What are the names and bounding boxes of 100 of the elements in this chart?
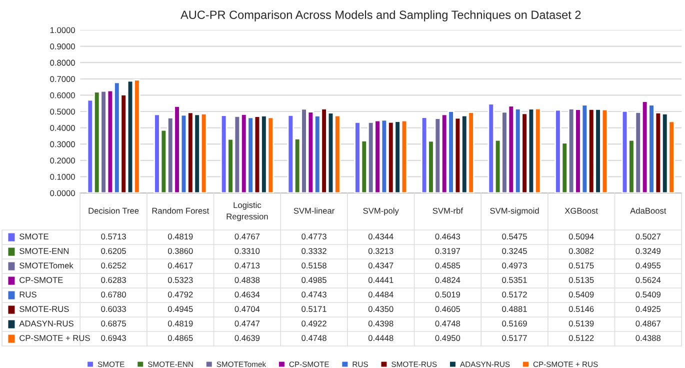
- data-label: 0.5169: [502, 320, 527, 326]
- legend-label: SMOTE-RUS: [20, 306, 69, 312]
- x-tick-label: SVM-linear: [294, 208, 335, 214]
- y-tick-label: 0.3000: [50, 141, 75, 148]
- data-label: 0.4713: [234, 262, 260, 268]
- data-label: 0.4448: [368, 335, 394, 341]
- data-label: 0.6205: [101, 248, 126, 254]
- legend-label: SMOTETomek: [20, 262, 74, 268]
- data-label: 0.4634: [234, 292, 260, 298]
- data-label: 0.4704: [234, 306, 260, 312]
- data-label: 0.4585: [435, 262, 460, 268]
- data-label: 0.5351: [502, 277, 527, 283]
- y-tick-label: 0.7000: [50, 76, 75, 82]
- data-label: 0.4950: [435, 335, 460, 341]
- data-label: 0.5139: [568, 320, 594, 326]
- y-tick-label: 0.5000: [50, 108, 75, 115]
- legend-label: SMOTE-ENN: [20, 248, 68, 254]
- data-label: 0.5171: [302, 306, 326, 312]
- x-tick-label: SVM-sigmoid: [490, 208, 539, 216]
- data-label: 0.4484: [368, 292, 394, 298]
- data-label: 0.3082: [568, 248, 594, 254]
- data-label: 0.4347: [368, 262, 394, 268]
- data-label: 0.5713: [101, 234, 126, 240]
- data-label: 0.5027: [636, 234, 660, 240]
- legend-label: CP-SMOTE + RUS: [20, 335, 90, 341]
- data-label: 0.5172: [502, 292, 527, 298]
- data-label: 0.4922: [302, 320, 326, 326]
- data-label: 0.4767: [234, 234, 260, 240]
- y-tick-label: 0.6000: [50, 92, 75, 98]
- data-label: 0.4985: [302, 277, 326, 283]
- data-label: 0.3310: [234, 248, 260, 254]
- legend-label: RUS: [20, 292, 36, 298]
- data-label: 0.4925: [636, 306, 661, 312]
- y-tick-label: 0.2000: [50, 158, 75, 164]
- x-tick-label: XGBoost: [564, 208, 598, 214]
- data-label: 0.6875: [101, 320, 126, 326]
- data-label: 0.5323: [168, 277, 193, 283]
- data-label: 0.4819: [168, 320, 193, 326]
- legend-label: CP-SMOTE: [20, 277, 63, 283]
- data-label: 0.4819: [168, 234, 193, 240]
- chart-title: AUC-PR Comparison Across Models and Sampling Techniques on Dataset 2: [180, 10, 581, 22]
- legend-label: ADASYN-RUS: [19, 320, 74, 326]
- x-tick-label: AdaBoost: [630, 208, 666, 214]
- data-label: 0.5122: [568, 335, 594, 341]
- data-label: 0.5475: [502, 234, 527, 240]
- data-label: 0.4344: [368, 234, 394, 240]
- data-label: 0.5177: [502, 335, 527, 341]
- data-label: 0.3197: [435, 248, 460, 254]
- data-label: 0.4838: [234, 277, 260, 283]
- data-label: 0.3213: [368, 248, 394, 254]
- data-label: 0.4881: [502, 306, 527, 312]
- data-label: 0.4398: [368, 320, 394, 326]
- data-label: 0.5624: [636, 277, 661, 283]
- data-label: 0.6283: [101, 277, 126, 283]
- x-tick-label: SVM-poly: [363, 208, 399, 216]
- data-label: 0.6033: [101, 306, 126, 312]
- data-label: 0.6780: [101, 292, 126, 298]
- data-label: 0.4748: [302, 335, 326, 341]
- data-label: 0.3249: [636, 248, 661, 254]
- data-label: 0.4605: [435, 306, 460, 312]
- y-tick-label: 0.8000: [50, 60, 75, 66]
- data-label: 0.5135: [568, 277, 594, 283]
- data-label: 0.4748: [435, 320, 460, 326]
- data-label: 0.4643: [435, 234, 460, 240]
- legend-label: SMOTE: [20, 234, 48, 240]
- y-tick-label: 1.0000: [50, 27, 75, 34]
- data-label: 0.3332: [302, 248, 326, 254]
- data-label: 0.6252: [101, 262, 126, 268]
- data-label: 0.4388: [636, 335, 661, 341]
- data-label: 0.6943: [101, 335, 126, 341]
- data-label: 0.4350: [368, 306, 394, 312]
- y-tick-label: 0.9000: [50, 44, 75, 50]
- data-label: 0.4441: [368, 277, 394, 283]
- data-label: 0.4824: [435, 277, 460, 283]
- data-label: 0.4945: [168, 306, 193, 312]
- data-label: 0.4865: [168, 335, 193, 341]
- data-label: 0.5175: [568, 262, 594, 268]
- y-tick-label: 0.4000: [50, 125, 75, 131]
- x-tick-label: SVM-rbf: [432, 208, 463, 214]
- data-label: 0.4617: [168, 262, 193, 268]
- data-label: 0.4973: [502, 262, 527, 268]
- data-label: 0.4792: [168, 292, 193, 298]
- data-label: 0.5158: [302, 262, 326, 268]
- data-label: 0.5146: [568, 306, 594, 312]
- data-label: 0.5019: [435, 292, 460, 298]
- data-label: 0.4955: [636, 262, 661, 268]
- data-label: 0.4867: [636, 320, 660, 326]
- data-label: 0.3860: [168, 248, 193, 254]
- y-tick-label: 0.1000: [50, 174, 75, 180]
- data-label: 0.4639: [234, 335, 260, 341]
- data-label: 0.4773: [302, 234, 326, 240]
- data-label: 0.3245: [502, 248, 527, 254]
- x-tick-label: Logistic Regression: [226, 202, 268, 222]
- y-tick-label: 0.0000: [50, 190, 75, 196]
- data-label: 0.4743: [302, 292, 326, 298]
- x-tick-label: Random Forest: [152, 208, 210, 214]
- data-label: 0.5409: [568, 292, 594, 298]
- data-label: 0.4747: [234, 320, 260, 326]
- data-label: 0.5409: [636, 292, 661, 298]
- data-label: 0.5094: [568, 234, 594, 240]
